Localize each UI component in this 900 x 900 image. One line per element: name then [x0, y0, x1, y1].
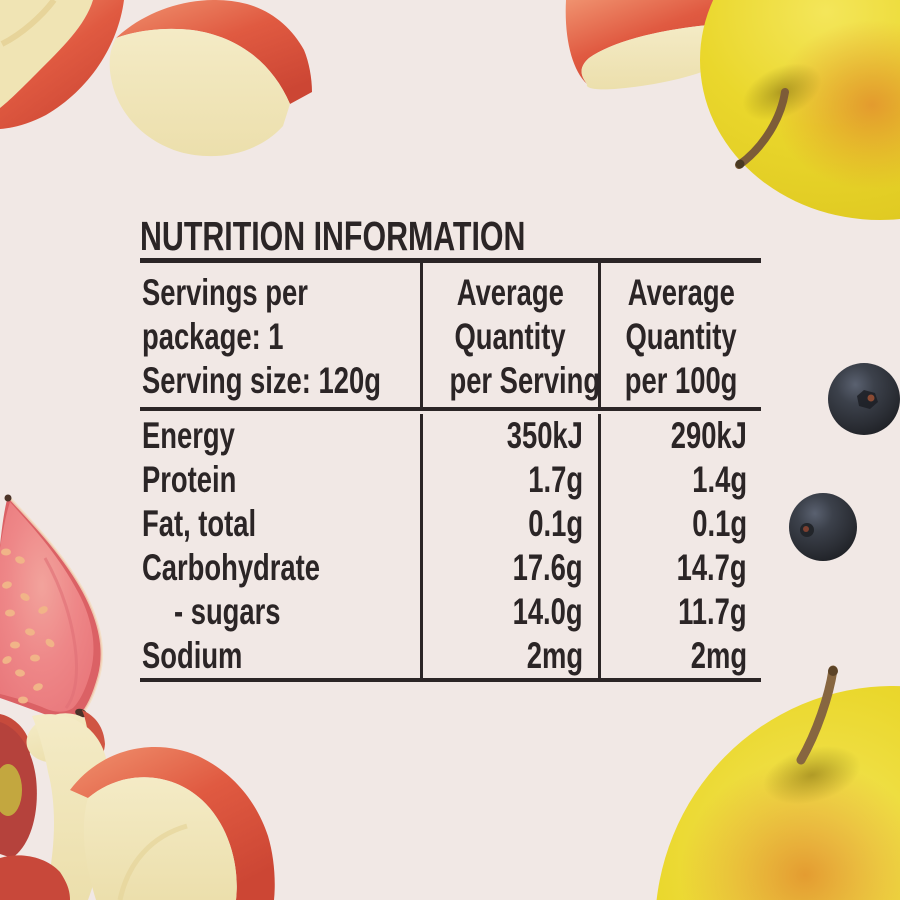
value-per-100g: 1.4g	[598, 458, 761, 502]
value-per-serving: 14.0g	[420, 590, 598, 634]
nutrition-title-text: NUTRITION INFORMATION	[140, 213, 526, 259]
table-row-energy: Energy 350kJ 290kJ	[140, 414, 761, 458]
value-per-serving: 0.1g	[420, 502, 598, 546]
blueberry-right-lower	[789, 493, 857, 561]
value-per-serving: 2mg	[420, 634, 598, 678]
apple-wedge-top-middle	[565, 0, 723, 90]
table-header-row: Servings per package: 1 Serving size: 12…	[140, 263, 761, 411]
table-row-fat: Fat, total 0.1g 0.1g	[140, 502, 761, 546]
header-servings-per: Servings per	[142, 272, 308, 313]
value-per-100g: 2mg	[598, 634, 761, 678]
table-body: Energy 350kJ 290kJ Protein 1.7g 1.4g Fat…	[140, 411, 761, 678]
nutrient-label: Protein	[142, 459, 237, 500]
apple-stem	[796, 665, 838, 765]
nutrient-label: - sugars	[174, 591, 281, 632]
table-row-protein: Protein 1.7g 1.4g	[140, 458, 761, 502]
value-per-serving: 1.7g	[420, 458, 598, 502]
header-serving-size: Serving size: 120g	[142, 360, 381, 401]
header-per-100g: Average Quantity per 100g	[598, 263, 761, 407]
nutrition-panel: NUTRITION INFORMATION Servings per packa…	[140, 214, 761, 682]
table-row-sodium: Sodium 2mg 2mg	[140, 634, 761, 678]
nutrition-table: Servings per package: 1 Serving size: 12…	[140, 258, 761, 682]
value-per-serving: 350kJ	[420, 414, 598, 458]
value-per-100g: 290kJ	[598, 414, 761, 458]
value-per-serving: 17.6g	[420, 546, 598, 590]
nutrient-label: Sodium	[142, 635, 243, 676]
guava-wedge-left	[0, 494, 104, 720]
apple-pieces-bottom-left	[0, 710, 275, 900]
apple-stem	[735, 88, 789, 169]
golden-apple-bottom-right	[656, 665, 900, 900]
nutrition-title: NUTRITION INFORMATION	[140, 214, 761, 258]
value-per-100g: 14.7g	[598, 546, 761, 590]
blueberry-right-upper	[828, 363, 900, 435]
header-per-serving: Average Quantity per Serving	[420, 263, 600, 407]
apple-wedge-top-left	[109, 0, 312, 157]
golden-apple-top-right	[700, 0, 900, 220]
nutrient-label: Fat, total	[142, 503, 257, 544]
value-per-100g: 11.7g	[598, 590, 761, 634]
header-package: package: 1	[142, 316, 284, 357]
apple-cut-half-top-left	[0, 0, 124, 129]
table-row-sugars: - sugars 14.0g 11.7g	[140, 590, 761, 634]
guava-seeds	[1, 548, 55, 704]
value-per-100g: 0.1g	[598, 502, 761, 546]
table-row-carbohydrate: Carbohydrate 17.6g 14.7g	[140, 546, 761, 590]
nutrient-label: Energy	[142, 415, 235, 456]
header-serving-info: Servings per package: 1 Serving size: 12…	[140, 263, 420, 407]
nutrient-label: Carbohydrate	[142, 547, 321, 588]
